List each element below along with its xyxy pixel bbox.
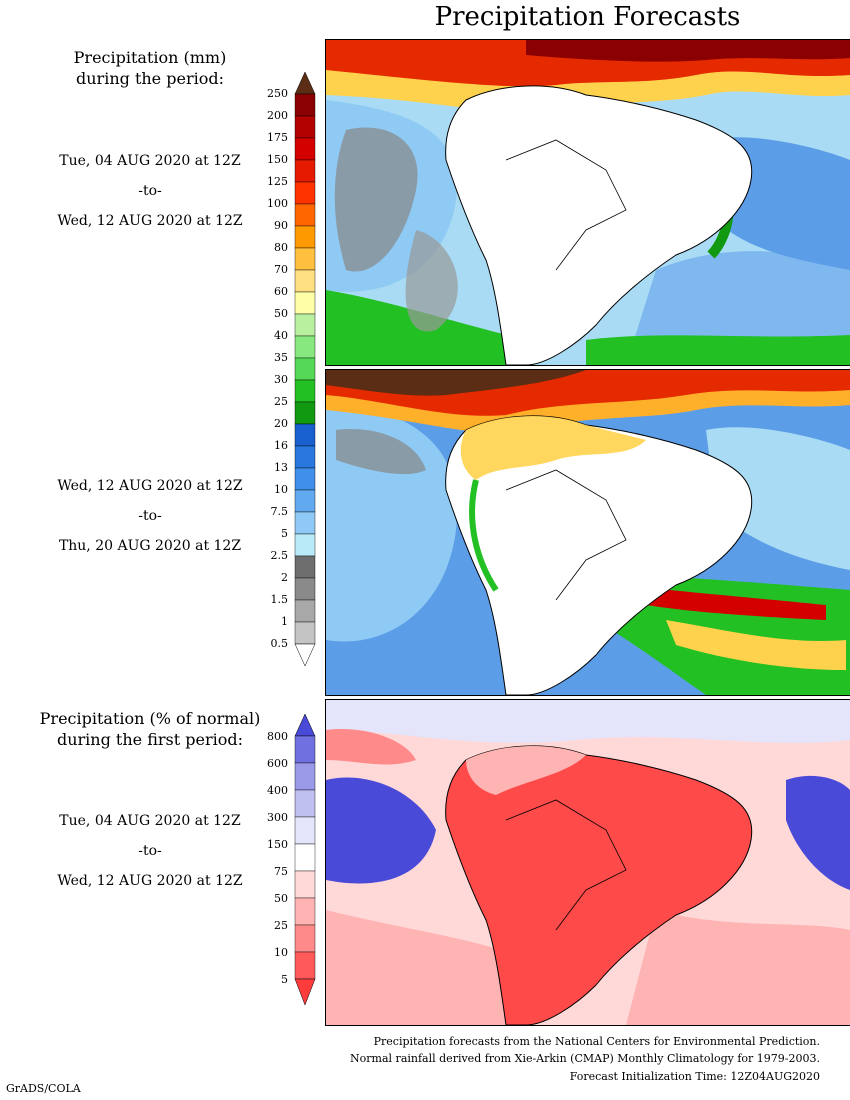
precip-colorbar-swatch <box>294 599 316 623</box>
precip-colorbar-label: 50 <box>274 307 288 320</box>
pct-colorbar-label: 5 <box>281 973 288 986</box>
page-title: Precipitation Forecasts <box>434 2 741 32</box>
precip-colorbar-label: 80 <box>274 241 288 254</box>
precip-colorbar-swatch <box>294 445 316 469</box>
precip-colorbar-label: 60 <box>274 285 288 298</box>
pct-colorbar-swatch <box>294 789 316 818</box>
panel1-heading-line2: during the period: <box>76 69 224 88</box>
precip-colorbar-swatch <box>294 577 316 601</box>
panel3-start-date: Tue, 04 AUG 2020 at 12Z <box>59 813 241 829</box>
pct-colorbar-swatch <box>294 762 316 791</box>
precip-colorbar-swatch <box>294 269 316 293</box>
precip-colorbar-label: 35 <box>274 351 288 364</box>
precip-colorbar-swatch <box>294 489 316 513</box>
precip-colorbar-swatch <box>294 379 316 403</box>
precip-colorbar-swatch <box>294 555 316 579</box>
precip-colorbar-label: 1 <box>281 615 288 628</box>
precip-colorbar-label: 90 <box>274 219 288 232</box>
precip-colorbar-label: 175 <box>267 131 288 144</box>
precip-colorbar-swatch <box>294 357 316 381</box>
precip-colorbar-label: 40 <box>274 329 288 342</box>
precip-colorbar-label: 250 <box>267 87 288 100</box>
panel1-start-date: Tue, 04 AUG 2020 at 12Z <box>59 153 241 169</box>
pct-colorbar-swatch <box>294 816 316 845</box>
pct-colorbar-swatch <box>294 924 316 953</box>
precip-colorbar-label: 200 <box>267 109 288 122</box>
pct-colorbar-label: 150 <box>267 838 288 851</box>
precip-colorbar-swatch <box>294 467 316 491</box>
precip-colorbar-swatch <box>294 181 316 205</box>
precip-colorbar-label: 7.5 <box>270 505 289 518</box>
precip-colorbar-label: 5 <box>281 527 288 540</box>
percent-colorbar <box>294 714 316 1006</box>
pct-colorbar-swatch <box>294 951 316 980</box>
footer-init-time: Forecast Initialization Time: 12Z04AUG20… <box>569 1070 820 1083</box>
pct-colorbar-underflow <box>294 978 316 1006</box>
precip-colorbar-swatch <box>294 137 316 161</box>
precip-colorbar-swatch <box>294 335 316 359</box>
precip-colorbar-swatch <box>294 159 316 183</box>
pct-colorbar-label: 400 <box>267 784 288 797</box>
precip-colorbar-label: 10 <box>274 483 288 496</box>
precip-colorbar-label: 150 <box>267 153 288 166</box>
panel3-heading-line1: Precipitation (% of normal) <box>39 709 261 728</box>
pct-colorbar-label: 75 <box>274 865 288 878</box>
pct-colorbar-swatch <box>294 843 316 872</box>
precip-colorbar-swatch <box>294 401 316 425</box>
pct-colorbar-label: 25 <box>274 919 288 932</box>
pct-colorbar-overflow <box>294 714 316 737</box>
precip-colorbar <box>294 72 316 667</box>
footer-source-line: Precipitation forecasts from the Nationa… <box>373 1035 820 1048</box>
precip-colorbar-swatch <box>294 115 316 139</box>
panel2-start-date: Wed, 12 AUG 2020 at 12Z <box>57 478 243 494</box>
precip-colorbar-label: 20 <box>274 417 288 430</box>
panel1-heading-line1: Precipitation (mm) <box>73 48 227 67</box>
precip-map-period1 <box>325 39 850 366</box>
precip-colorbar-swatch <box>294 533 316 557</box>
panel3-end-date: Wed, 12 AUG 2020 at 12Z <box>57 873 243 889</box>
precip-colorbar-label: 125 <box>267 175 288 188</box>
precip-colorbar-label: 2.5 <box>270 549 289 562</box>
precip-colorbar-label: 2 <box>281 571 288 584</box>
precip-colorbar-label: 30 <box>274 373 288 386</box>
precip-colorbar-underflow <box>294 643 316 667</box>
precip-map-period2 <box>325 369 850 696</box>
precip-colorbar-swatch <box>294 93 316 117</box>
precip-colorbar-swatch <box>294 511 316 535</box>
precip-colorbar-label: 25 <box>274 395 288 408</box>
precip-colorbar-label: 13 <box>274 461 288 474</box>
precip-colorbar-swatch <box>294 291 316 315</box>
precip-colorbar-label: 70 <box>274 263 288 276</box>
precip-colorbar-swatch <box>294 203 316 227</box>
grads-credit: GrADS/COLA <box>6 1082 81 1095</box>
precip-colorbar-overflow <box>294 72 316 95</box>
precip-colorbar-label: 100 <box>267 197 288 210</box>
precip-colorbar-swatch <box>294 225 316 249</box>
panel3-separator: -to- <box>138 843 162 859</box>
panel1-heading: Precipitation (mm) during the period: <box>20 47 280 89</box>
pct-colorbar-label: 600 <box>267 757 288 770</box>
precip-colorbar-label: 16 <box>274 439 288 452</box>
panel3-heading: Precipitation (% of normal) during the f… <box>20 708 280 750</box>
precip-colorbar-swatch <box>294 247 316 271</box>
pct-colorbar-label: 50 <box>274 892 288 905</box>
precip-colorbar-swatch <box>294 423 316 447</box>
panel2-end-date: Thu, 20 AUG 2020 at 12Z <box>58 538 242 554</box>
percent-normal-map <box>325 699 850 1026</box>
precip-colorbar-swatch <box>294 621 316 645</box>
pct-colorbar-swatch <box>294 870 316 899</box>
panel3-heading-line2: during the first period: <box>56 730 244 749</box>
precip-colorbar-swatch <box>294 313 316 337</box>
panel1-end-date: Wed, 12 AUG 2020 at 12Z <box>57 213 243 229</box>
pct-colorbar-swatch <box>294 897 316 926</box>
panel1-separator: -to- <box>138 183 162 199</box>
pct-colorbar-label: 10 <box>274 946 288 959</box>
precip-colorbar-label: 0.5 <box>270 637 289 650</box>
pct-colorbar-swatch <box>294 735 316 764</box>
panel2-separator: -to- <box>138 508 162 524</box>
footer-climatology-line: Normal rainfall derived from Xie-Arkin (… <box>350 1052 820 1065</box>
precip-colorbar-label: 1.5 <box>270 593 289 606</box>
pct-colorbar-label: 300 <box>267 811 288 824</box>
pct-colorbar-label: 800 <box>267 730 288 743</box>
